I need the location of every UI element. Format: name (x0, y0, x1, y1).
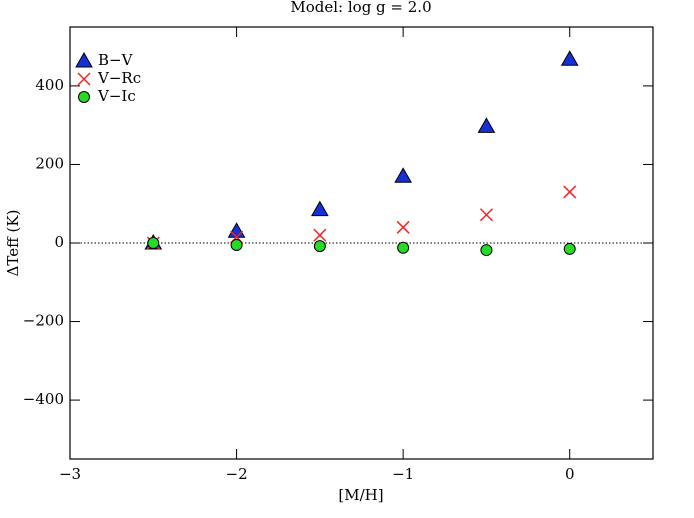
y-axis-label: ΔTeff (K) (4, 210, 22, 277)
y-tick-label: 200 (35, 154, 64, 172)
marker (230, 238, 243, 251)
marker (560, 50, 579, 66)
y-tick-label: 0 (54, 233, 64, 251)
marker (396, 220, 410, 234)
legend-label: V−Ic (97, 87, 136, 105)
marker (479, 208, 493, 222)
x-tick-label: 0 (565, 465, 575, 483)
y-tick-label: −400 (23, 390, 64, 408)
marker (563, 242, 576, 255)
marker (394, 167, 413, 183)
marker (563, 185, 577, 199)
chart-title: Model: log g = 2.0 (290, 0, 431, 16)
marker (480, 244, 493, 257)
x-tick-label: −2 (226, 465, 248, 483)
x-axis-label: [M/H] (338, 486, 383, 504)
y-tick-label: 400 (35, 76, 64, 94)
marker (397, 241, 410, 254)
x-tick-label: −1 (392, 465, 414, 483)
marker (313, 240, 326, 253)
marker (227, 222, 246, 238)
legend-label: B−V (98, 51, 134, 69)
legend-marker (75, 51, 93, 68)
marker (313, 228, 327, 242)
x-tick-label: −3 (59, 465, 81, 483)
legend-marker (78, 91, 90, 103)
marker (477, 117, 496, 133)
marker (147, 237, 160, 249)
marker (310, 200, 329, 217)
legend-marker (77, 72, 91, 86)
legend-label: V−Rc (97, 69, 141, 87)
y-tick-label: −200 (23, 312, 64, 330)
